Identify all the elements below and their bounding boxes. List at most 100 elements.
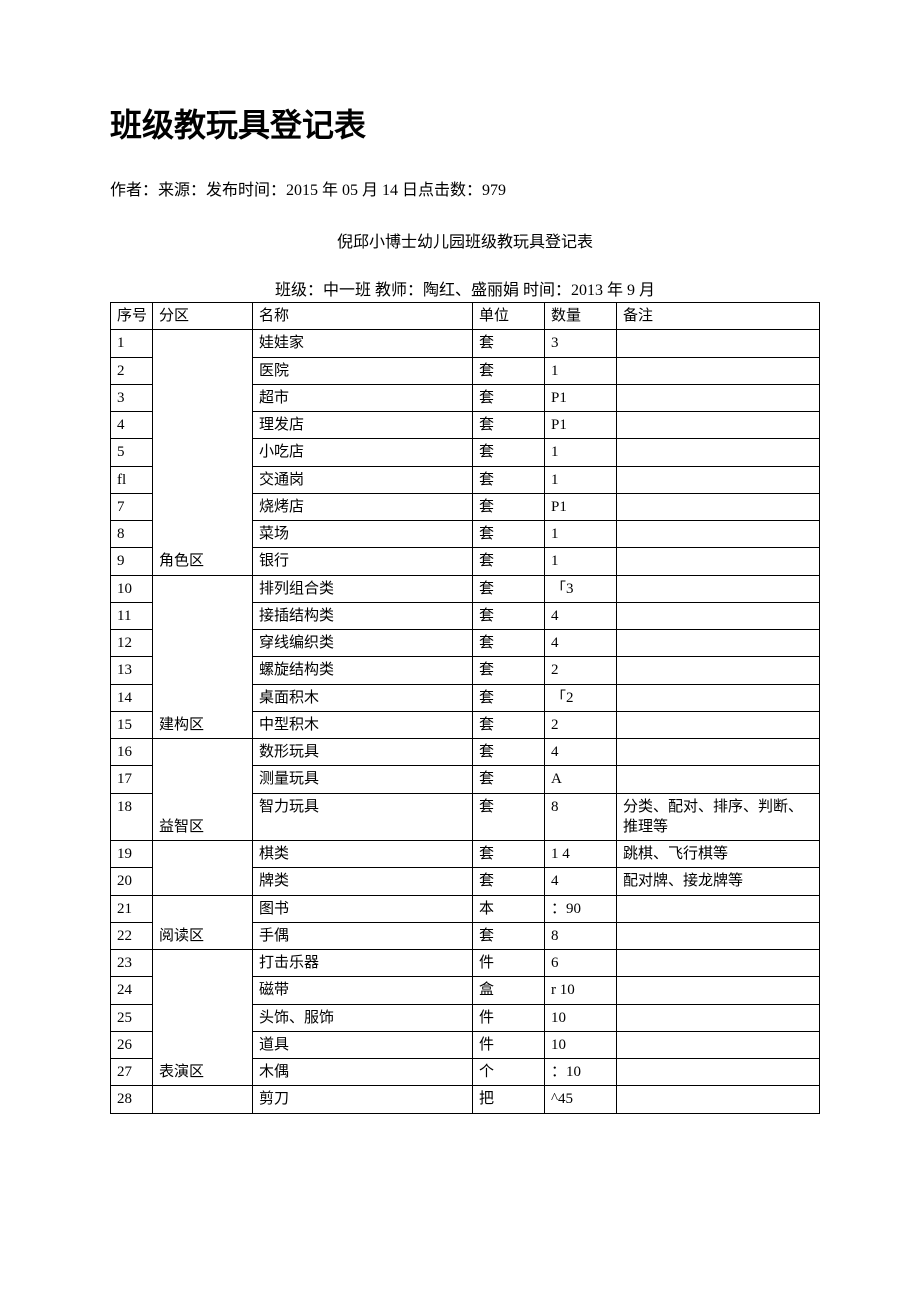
- cell-unit: 套: [473, 575, 545, 602]
- cell-seq: 18: [111, 793, 153, 841]
- cell-seq: 3: [111, 384, 153, 411]
- cell-seq: 16: [111, 739, 153, 766]
- cell-seq: 5: [111, 439, 153, 466]
- cell-name: 头饰、服饰: [253, 1004, 473, 1031]
- cell-unit: 套: [473, 439, 545, 466]
- cell-name: 打击乐器: [253, 950, 473, 977]
- cell-unit: 套: [473, 922, 545, 949]
- cell-qty: A: [545, 766, 617, 793]
- col-unit: 单位: [473, 303, 545, 330]
- cell-qty: 1: [545, 548, 617, 575]
- cell-qty: r 10: [545, 977, 617, 1004]
- cell-seq: 13: [111, 657, 153, 684]
- cell-unit: 本: [473, 895, 545, 922]
- cell-unit: 套: [473, 657, 545, 684]
- cell-name: 理发店: [253, 412, 473, 439]
- cell-remark: [617, 739, 820, 766]
- cell-name: 接插结构类: [253, 602, 473, 629]
- cell-seq: 1: [111, 330, 153, 357]
- cell-qty: 3: [545, 330, 617, 357]
- cell-qty: 4: [545, 868, 617, 895]
- cell-qty: P1: [545, 384, 617, 411]
- table-row: 19棋类套1 4跳棋、飞行棋等: [111, 841, 820, 868]
- cell-name: 牌类: [253, 868, 473, 895]
- cell-unit: 套: [473, 739, 545, 766]
- cell-unit: 套: [473, 630, 545, 657]
- cell-seq: 14: [111, 684, 153, 711]
- cell-remark: 分类、配对、排序、判断、推理等: [617, 793, 820, 841]
- table-row: 28剪刀把^45: [111, 1086, 820, 1113]
- cell-name: 小吃店: [253, 439, 473, 466]
- cell-name: 螺旋结构类: [253, 657, 473, 684]
- cell-qty: 「3: [545, 575, 617, 602]
- cell-seq: 11: [111, 602, 153, 629]
- col-seq: 序号: [111, 303, 153, 330]
- cell-qty: P1: [545, 493, 617, 520]
- cell-name: 娃娃家: [253, 330, 473, 357]
- cell-unit: 套: [473, 521, 545, 548]
- cell-qty: 1: [545, 521, 617, 548]
- subtitle: 倪邱小博士幼儿园班级教玩具登记表: [110, 228, 820, 252]
- cell-qty: 1: [545, 466, 617, 493]
- class-info: 班级：中一班 教师：陶红、盛丽娟 时间：2013 年 9 月: [110, 276, 820, 300]
- cell-unit: 把: [473, 1086, 545, 1113]
- cell-zone: 阅读区: [153, 895, 253, 950]
- cell-remark: [617, 895, 820, 922]
- cell-remark: [617, 548, 820, 575]
- table-row: 10建构区排列组合类套「3: [111, 575, 820, 602]
- cell-qty: 4: [545, 739, 617, 766]
- cell-seq: 19: [111, 841, 153, 868]
- cell-remark: [617, 657, 820, 684]
- meta-line: 作者：来源：发布时间：2015 年 05 月 14 日点击数：979: [110, 176, 820, 200]
- cell-seq: 28: [111, 1086, 153, 1113]
- cell-name: 银行: [253, 548, 473, 575]
- cell-qty: ：10: [545, 1059, 617, 1086]
- cell-unit: 件: [473, 1004, 545, 1031]
- cell-unit: 套: [473, 766, 545, 793]
- table-row: 23表演区打击乐器件6: [111, 950, 820, 977]
- cell-unit: 套: [473, 711, 545, 738]
- cell-seq: 22: [111, 922, 153, 949]
- table-header-row: 序号分区名称单位数量备注: [111, 303, 820, 330]
- table-row: 21阅读区图书本：90: [111, 895, 820, 922]
- cell-seq: 15: [111, 711, 153, 738]
- cell-name: 医院: [253, 357, 473, 384]
- cell-seq: fl: [111, 466, 153, 493]
- cell-remark: [617, 711, 820, 738]
- table-row: 1角色区娃娃家套3: [111, 330, 820, 357]
- cell-qty: 4: [545, 602, 617, 629]
- cell-remark: 配对牌、接龙牌等: [617, 868, 820, 895]
- cell-qty: 「2: [545, 684, 617, 711]
- cell-remark: [617, 630, 820, 657]
- cell-name: 中型积木: [253, 711, 473, 738]
- cell-zone: 益智区: [153, 739, 253, 841]
- cell-seq: 21: [111, 895, 153, 922]
- cell-unit: 套: [473, 684, 545, 711]
- cell-unit: 套: [473, 466, 545, 493]
- cell-name: 剪刀: [253, 1086, 473, 1113]
- cell-qty: P1: [545, 412, 617, 439]
- cell-remark: [617, 439, 820, 466]
- col-remark: 备注: [617, 303, 820, 330]
- cell-qty: 10: [545, 1004, 617, 1031]
- cell-remark: [617, 521, 820, 548]
- cell-name: 图书: [253, 895, 473, 922]
- cell-unit: 套: [473, 330, 545, 357]
- cell-unit: 套: [473, 548, 545, 575]
- cell-remark: [617, 1086, 820, 1113]
- cell-seq: 25: [111, 1004, 153, 1031]
- cell-qty: ：90: [545, 895, 617, 922]
- cell-remark: [617, 384, 820, 411]
- cell-name: 烧烤店: [253, 493, 473, 520]
- cell-qty: 8: [545, 922, 617, 949]
- cell-seq: 2: [111, 357, 153, 384]
- cell-remark: [617, 602, 820, 629]
- cell-remark: [617, 684, 820, 711]
- cell-seq: 23: [111, 950, 153, 977]
- cell-unit: 套: [473, 412, 545, 439]
- cell-seq: 20: [111, 868, 153, 895]
- cell-remark: [617, 950, 820, 977]
- cell-name: 磁带: [253, 977, 473, 1004]
- cell-qty: 2: [545, 711, 617, 738]
- cell-qty: 10: [545, 1031, 617, 1058]
